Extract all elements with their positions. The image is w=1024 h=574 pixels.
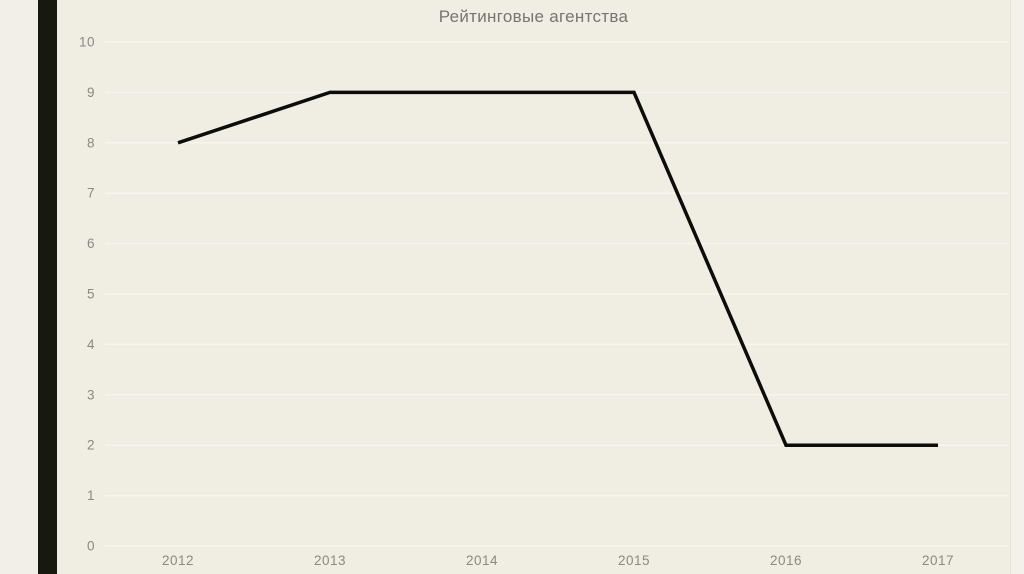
y-tick-label: 1 [87, 488, 95, 503]
y-tick-label: 6 [87, 236, 95, 251]
slide-left-margin [0, 0, 38, 574]
y-tick-label: 0 [87, 539, 95, 554]
y-tick-label: 9 [87, 85, 95, 100]
slide-accent-bar [38, 0, 57, 574]
y-tick-label: 2 [87, 438, 95, 453]
y-tick-label: 8 [87, 135, 95, 150]
y-tick-label: 4 [87, 337, 95, 352]
y-tick-label: 7 [87, 186, 95, 201]
x-tick-label: 2013 [314, 553, 346, 568]
x-tick-label: 2012 [162, 553, 194, 568]
x-tick-label: 2016 [770, 553, 802, 568]
y-tick-label: 10 [79, 35, 95, 50]
chart-title: Рейтинговые агентства [438, 7, 629, 26]
x-tick-label: 2015 [618, 553, 650, 568]
x-tick-label: 2014 [466, 553, 498, 568]
y-tick-label: 5 [87, 287, 95, 302]
y-tick-label: 3 [87, 387, 95, 402]
data-series-line [177, 90, 938, 447]
x-tick-label: 2017 [922, 553, 954, 568]
slide-right-margin [1010, 0, 1024, 574]
